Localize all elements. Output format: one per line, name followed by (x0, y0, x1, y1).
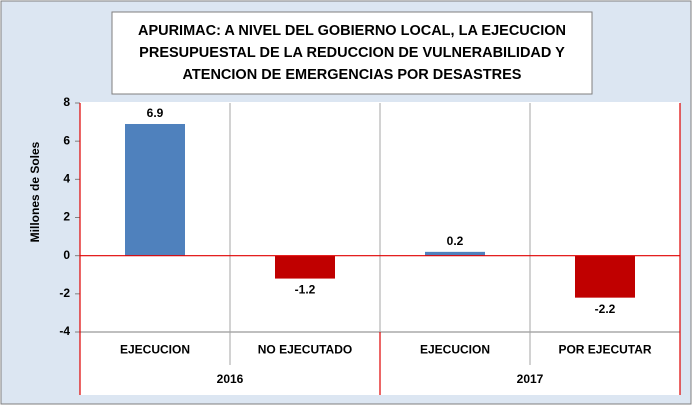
y-tick-label: -2 (59, 286, 70, 300)
y-axis-label: Millones de Soles (28, 141, 42, 242)
x-tick-label: EJECUCION (420, 343, 490, 357)
y-tick-label: 8 (63, 95, 70, 109)
data-label: -1.2 (295, 283, 316, 297)
bar (125, 123, 185, 256)
y-tick-label: -4 (59, 324, 70, 338)
bar (275, 255, 335, 279)
group-label: 2017 (517, 372, 544, 386)
title-box (111, 11, 593, 95)
data-label: -2.2 (595, 302, 616, 316)
bar (575, 255, 635, 298)
data-label: 6.9 (147, 106, 164, 120)
x-tick-label: EJECUCION (120, 343, 190, 357)
chart-title: ATENCION DE EMERGENCIAS POR DESASTRES (183, 67, 522, 83)
bar (425, 251, 485, 256)
group-label: 2016 (217, 372, 244, 386)
chart-title: PRESUPUESTAL DE LA REDUCCION DE VULNERAB… (139, 45, 565, 61)
y-tick-label: 4 (63, 172, 70, 186)
x-tick-label: NO EJECUTADO (258, 343, 352, 357)
y-tick-label: 6 (63, 133, 70, 147)
x-tick-label: POR EJECUTAR (558, 343, 651, 357)
y-tick-label: 2 (63, 210, 70, 224)
chart-title: APURIMAC: A NIVEL DEL GOBIERNO LOCAL, LA… (138, 23, 566, 39)
data-label: 0.2 (447, 234, 464, 248)
y-tick-label: 0 (63, 248, 70, 262)
